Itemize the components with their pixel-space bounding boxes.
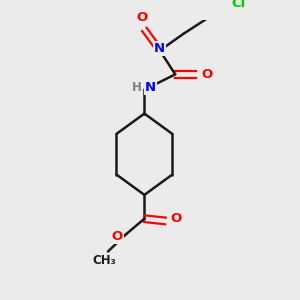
Text: O: O (170, 212, 182, 225)
Text: CH₃: CH₃ (93, 254, 116, 267)
Text: Cl: Cl (232, 0, 246, 10)
Text: N: N (154, 42, 165, 55)
Text: O: O (112, 230, 123, 243)
Text: O: O (201, 68, 212, 81)
Text: N: N (145, 81, 156, 94)
Text: O: O (136, 11, 147, 24)
Text: H: H (132, 81, 142, 94)
